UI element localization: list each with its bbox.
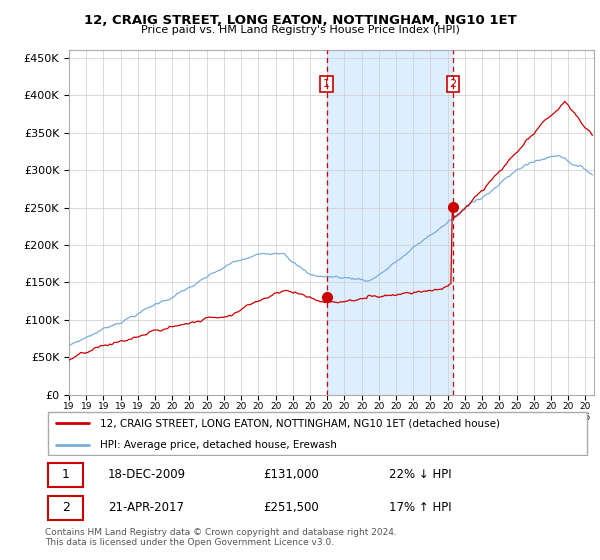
Text: 1: 1 — [62, 469, 70, 482]
Text: 2: 2 — [62, 501, 70, 514]
FancyBboxPatch shape — [48, 412, 587, 455]
Bar — [326, 50, 453, 395]
Text: Contains HM Land Registry data © Crown copyright and database right 2024.
This d: Contains HM Land Registry data © Crown c… — [45, 528, 397, 547]
Bar — [48, 463, 83, 487]
Bar — [48, 496, 83, 520]
Text: 22% ↓ HPI: 22% ↓ HPI — [389, 469, 452, 482]
Text: 17% ↑ HPI: 17% ↑ HPI — [389, 501, 452, 514]
Text: HPI: Average price, detached house, Erewash: HPI: Average price, detached house, Erew… — [100, 440, 337, 450]
Text: 12, CRAIG STREET, LONG EATON, NOTTINGHAM, NG10 1ET (detached house): 12, CRAIG STREET, LONG EATON, NOTTINGHAM… — [100, 418, 500, 428]
Text: 2: 2 — [449, 79, 457, 89]
Text: £131,000: £131,000 — [263, 469, 319, 482]
Text: Price paid vs. HM Land Registry's House Price Index (HPI): Price paid vs. HM Land Registry's House … — [140, 25, 460, 35]
Text: 21-APR-2017: 21-APR-2017 — [108, 501, 184, 514]
Text: 18-DEC-2009: 18-DEC-2009 — [108, 469, 186, 482]
Text: £251,500: £251,500 — [263, 501, 319, 514]
Text: 1: 1 — [323, 79, 330, 89]
Text: 12, CRAIG STREET, LONG EATON, NOTTINGHAM, NG10 1ET: 12, CRAIG STREET, LONG EATON, NOTTINGHAM… — [83, 14, 517, 27]
